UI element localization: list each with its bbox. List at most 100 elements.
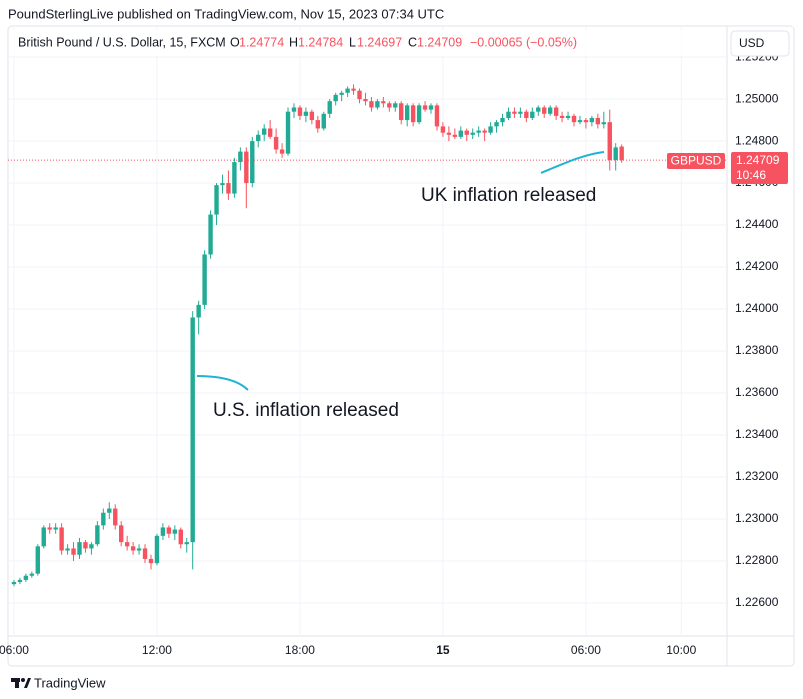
candle-body bbox=[613, 147, 618, 160]
candle-body bbox=[315, 120, 321, 129]
candle-body bbox=[393, 103, 398, 108]
symbol-label: GBPUSD bbox=[671, 154, 722, 168]
candle-body bbox=[440, 126, 446, 133]
candle-body bbox=[178, 529, 183, 545]
candle-body bbox=[601, 122, 606, 125]
candle-body bbox=[589, 117, 595, 123]
candle-body bbox=[369, 101, 374, 108]
candle-body bbox=[291, 107, 297, 112]
candle-body bbox=[470, 132, 475, 135]
y-tick-label: 1.24200 bbox=[735, 259, 779, 273]
candle-body bbox=[327, 101, 332, 114]
candle-body bbox=[524, 111, 529, 118]
x-tick-label: 15 bbox=[436, 643, 450, 657]
candle-body bbox=[285, 111, 291, 154]
candle-body bbox=[607, 122, 612, 160]
candle-body bbox=[166, 527, 172, 534]
candle-body bbox=[267, 128, 273, 137]
y-tick-label: 1.24000 bbox=[735, 301, 779, 315]
chart-frame bbox=[7, 25, 795, 667]
y-tick-label: 1.23600 bbox=[735, 385, 779, 399]
candle-body bbox=[11, 582, 17, 585]
candle-body bbox=[113, 508, 118, 526]
candle-body bbox=[357, 90, 362, 100]
candle-body bbox=[184, 542, 189, 545]
symbol-badge bbox=[667, 153, 725, 169]
candle-body bbox=[428, 105, 434, 110]
candle-body bbox=[83, 542, 88, 549]
candle-body bbox=[351, 88, 356, 91]
change-value: −0.00065 (−0.05%) bbox=[470, 35, 577, 49]
candle-body bbox=[53, 527, 58, 530]
candle-body bbox=[595, 117, 601, 125]
candle-body bbox=[142, 548, 148, 559]
candle-body bbox=[297, 107, 303, 116]
candle-body bbox=[321, 113, 326, 129]
legend: British Pound / U.S. Dollar, 15, FXCM O … bbox=[18, 35, 577, 49]
candle-body bbox=[41, 527, 46, 547]
x-tick-label: 10:00 bbox=[666, 643, 696, 657]
candle-body bbox=[583, 120, 589, 123]
candle-body bbox=[160, 527, 166, 536]
candle-body bbox=[363, 99, 368, 102]
candle-body bbox=[95, 525, 100, 545]
candle-body bbox=[375, 101, 380, 108]
annotation: UK inflation released bbox=[421, 185, 596, 206]
ohlc-value: 1.24774 bbox=[239, 35, 284, 49]
candle-body bbox=[65, 548, 70, 551]
candle-body bbox=[107, 508, 112, 513]
y-tick-label: 1.22600 bbox=[735, 595, 779, 609]
annotation-arrow bbox=[196, 375, 249, 391]
candle-body bbox=[35, 546, 40, 574]
candle-body bbox=[220, 183, 225, 186]
candle-body bbox=[309, 111, 315, 121]
brand-name: TradingView bbox=[34, 675, 106, 690]
candle-body bbox=[452, 134, 458, 137]
candle-body bbox=[77, 542, 82, 555]
ohlc-key: C bbox=[408, 35, 417, 49]
candle-body bbox=[458, 130, 464, 137]
symbol-title: British Pound / U.S. Dollar, 15, FXCM bbox=[18, 35, 226, 49]
candle-body bbox=[512, 111, 517, 114]
candle-body bbox=[553, 107, 559, 116]
candle-body bbox=[238, 151, 243, 163]
x-tick-label: 12:00 bbox=[142, 643, 172, 657]
currency-button[interactable] bbox=[730, 30, 790, 57]
publisher-line: PoundSterlingLive published on TradingVi… bbox=[8, 6, 444, 21]
candle-body bbox=[71, 548, 76, 555]
candle-body bbox=[119, 525, 124, 543]
candle-body bbox=[17, 579, 23, 583]
candle-body bbox=[446, 132, 452, 135]
ohlc-value: 1.24784 bbox=[298, 35, 343, 49]
currency-label[interactable]: USD bbox=[739, 36, 765, 50]
ohlc-key: H bbox=[289, 35, 298, 49]
y-tick-label: 1.23000 bbox=[735, 511, 779, 525]
candle-body bbox=[345, 88, 350, 93]
candle-body bbox=[47, 527, 52, 530]
candle-body bbox=[244, 151, 249, 184]
y-tick-label: 1.25000 bbox=[735, 91, 779, 105]
candle-body bbox=[148, 558, 154, 564]
candle-body bbox=[303, 111, 309, 116]
candle-body bbox=[434, 105, 440, 127]
candle-body bbox=[59, 527, 64, 551]
candle-body bbox=[381, 101, 386, 104]
y-tick-label: 1.24400 bbox=[735, 217, 779, 231]
candle-body bbox=[226, 183, 231, 194]
candle-body bbox=[476, 130, 481, 133]
candle-body bbox=[494, 122, 499, 127]
candle-body bbox=[101, 512, 106, 526]
candle-body bbox=[410, 105, 416, 123]
candle-body bbox=[273, 136, 279, 150]
candle-body bbox=[399, 103, 404, 121]
candle-body bbox=[202, 254, 207, 305]
candle-body bbox=[208, 214, 213, 255]
ohlc-key: L bbox=[349, 35, 356, 49]
candle-body bbox=[488, 126, 493, 133]
candle-body bbox=[232, 162, 237, 194]
x-tick-label: 18:00 bbox=[285, 643, 315, 657]
candle-body bbox=[196, 304, 201, 318]
candle-body bbox=[124, 542, 130, 547]
candle-body bbox=[136, 548, 142, 551]
ohlc-key: O bbox=[230, 35, 240, 49]
